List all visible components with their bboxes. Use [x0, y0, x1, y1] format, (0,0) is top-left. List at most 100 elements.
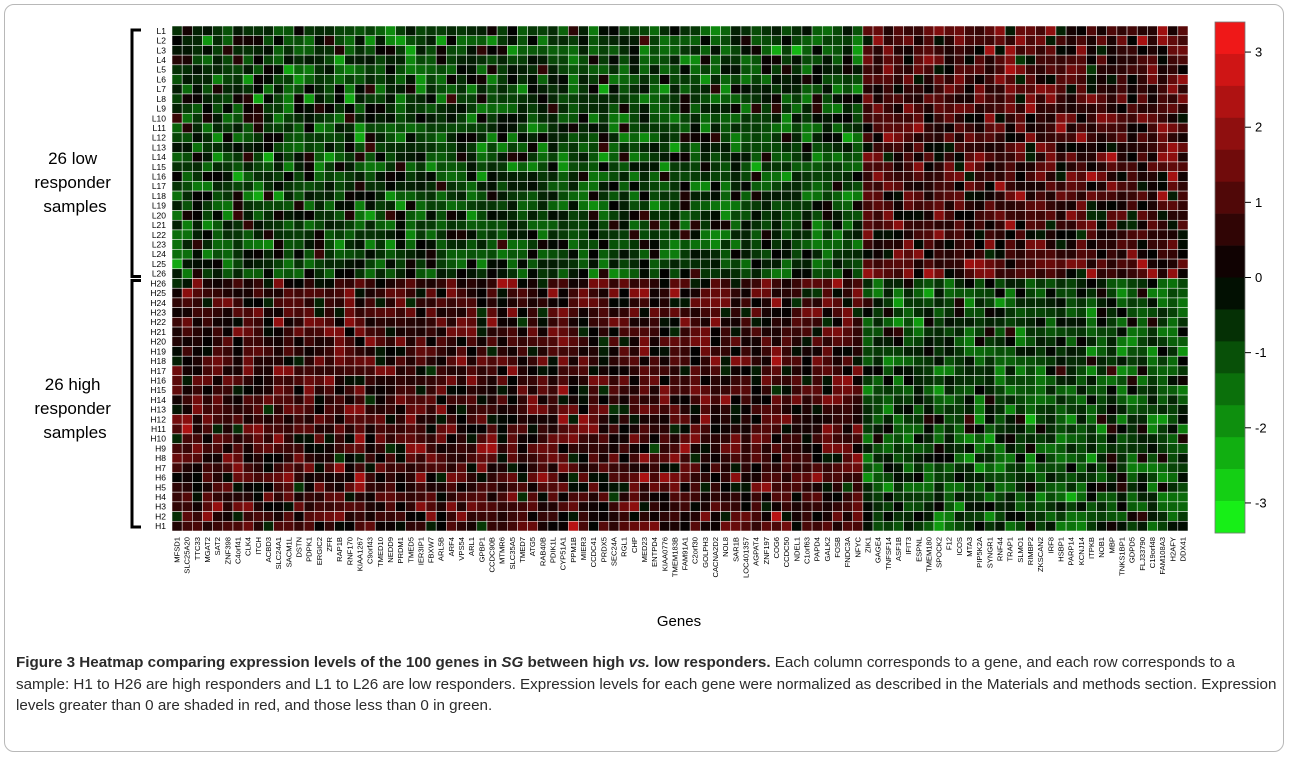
heatmap-cell: [1075, 317, 1087, 328]
heatmap-cell: [964, 297, 975, 308]
heatmap-cell: [1126, 258, 1138, 270]
heatmap-cell: [273, 268, 285, 279]
heatmap-cell: [1096, 103, 1107, 114]
heatmap-cell: [649, 64, 660, 75]
heatmap-cell: [334, 278, 345, 289]
heatmap-cell: [557, 287, 569, 299]
heatmap-cell: [669, 210, 681, 221]
heatmap-cell: [456, 453, 467, 464]
heatmap-cell: [689, 317, 701, 328]
heatmap-cell: [740, 287, 752, 299]
heatmap-cell: [496, 210, 508, 221]
heatmap-cell: [1035, 74, 1047, 85]
heatmap-cell: [517, 258, 528, 270]
heatmap-cell: [578, 326, 589, 338]
heatmap-cell: [679, 171, 691, 182]
heatmap-cell: [232, 249, 244, 260]
heatmap-cell: [364, 297, 376, 308]
heatmap-cell: [1025, 219, 1036, 231]
heatmap-cell: [1045, 132, 1057, 143]
heatmap-cell: [781, 239, 793, 250]
heatmap-cell: [811, 152, 823, 163]
heatmap-cell: [303, 278, 315, 289]
heatmap-cell: [882, 433, 894, 444]
heatmap-cell: [496, 25, 508, 36]
heatmap-cell: [832, 482, 843, 493]
heatmap-cell: [313, 297, 325, 308]
heatmap-cell: [456, 171, 467, 182]
heatmap-cell: [821, 491, 833, 503]
heatmap-cell: [283, 171, 295, 182]
heatmap-cell: [456, 103, 467, 114]
heatmap-cell: [1045, 278, 1057, 289]
heatmap-cell: [517, 74, 528, 85]
heatmap-cell: [923, 443, 935, 454]
heatmap-cell: [273, 404, 285, 415]
heatmap-cell: [1075, 433, 1087, 444]
heatmap-cell: [832, 239, 843, 250]
heatmap-cell: [517, 35, 528, 46]
heatmap-cell: [374, 394, 386, 406]
heatmap-cell: [1065, 239, 1077, 250]
heatmap-cell: [832, 93, 843, 104]
heatmap-cell: [628, 375, 640, 386]
heatmap-cell: [852, 404, 864, 415]
heatmap-cell: [771, 103, 782, 114]
heatmap-cell: [1065, 84, 1077, 95]
heatmap-cell: [507, 25, 518, 36]
heatmap-cell: [669, 171, 681, 182]
heatmap-cell: [242, 122, 254, 134]
heatmap-cell: [659, 200, 671, 211]
heatmap-cell: [263, 84, 274, 95]
heatmap-cell: [791, 443, 803, 454]
heatmap-cell: [618, 433, 630, 444]
heatmap-cell: [578, 210, 589, 221]
heatmap-cell: [293, 181, 305, 192]
heatmap-cell: [994, 45, 1006, 56]
heatmap-cell: [933, 423, 945, 435]
heatmap-cell: [821, 142, 833, 153]
heatmap-cell: [425, 385, 437, 396]
heatmap-cell: [1116, 404, 1128, 415]
heatmap-cell: [1004, 346, 1016, 357]
heatmap-cell: [324, 258, 335, 270]
heatmap-cell: [1086, 64, 1097, 75]
heatmap-cell: [994, 210, 1006, 221]
heatmap-cell: [283, 278, 295, 289]
heatmap-cell: [1045, 414, 1057, 425]
heatmap-cell: [893, 45, 904, 56]
heatmap-cell: [466, 152, 478, 163]
heatmap-cell: [984, 84, 996, 95]
heatmap-cell: [1157, 103, 1168, 114]
heatmap-cell: [740, 307, 752, 318]
heatmap-cell: [334, 433, 345, 444]
heatmap-cell: [212, 287, 224, 299]
heatmap-cell: [811, 375, 823, 386]
heatmap-cell: [781, 336, 793, 347]
heatmap-cell: [313, 113, 325, 124]
heatmap-cell: [242, 210, 254, 221]
heatmap-cell: [415, 219, 427, 231]
heatmap-cell: [842, 453, 853, 464]
heatmap-cell: [761, 132, 772, 143]
heatmap-cell: [253, 93, 264, 104]
heatmap-cell: [242, 394, 254, 406]
heatmap-cell: [913, 336, 925, 347]
heatmap-cell: [334, 25, 345, 36]
heatmap-cell: [507, 268, 518, 279]
heatmap-cell: [781, 45, 793, 56]
heatmap-cell: [639, 287, 650, 299]
heatmap-cell: [222, 355, 234, 367]
heatmap-cell: [618, 287, 630, 299]
heatmap-cell: [588, 287, 599, 299]
heatmap-cell: [385, 35, 396, 46]
heatmap-cell: [659, 54, 671, 66]
heatmap-cell: [720, 35, 732, 46]
heatmap-cell: [689, 239, 701, 250]
heatmap-cell: [1177, 84, 1189, 95]
heatmap-cell: [446, 142, 457, 153]
heatmap-cell: [1157, 287, 1168, 299]
heatmap-cell: [1126, 219, 1138, 231]
heatmap-cell: [913, 365, 925, 376]
heatmap-cell: [1167, 210, 1179, 221]
